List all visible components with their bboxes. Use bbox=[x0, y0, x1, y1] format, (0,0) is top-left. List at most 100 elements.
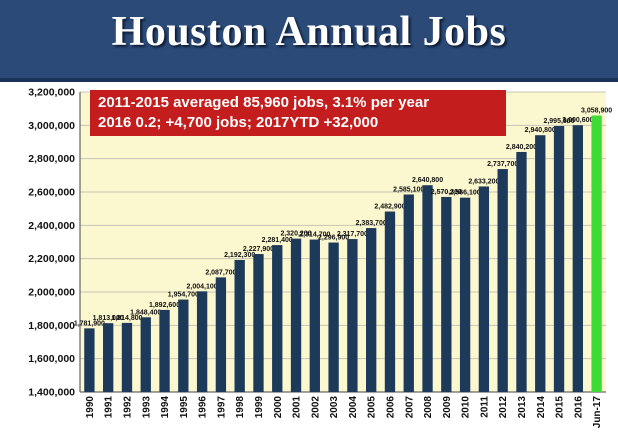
data-label: 2,570,300 bbox=[431, 189, 462, 196]
data-label: 3,058,900 bbox=[581, 108, 612, 115]
bar bbox=[384, 211, 396, 392]
x-tick-label: 2015 bbox=[555, 396, 566, 419]
y-tick-label: 2,200,000 bbox=[28, 253, 75, 265]
bar bbox=[196, 291, 208, 392]
x-tick-label: 1996 bbox=[198, 396, 209, 419]
bar bbox=[178, 299, 189, 392]
x-tick-label: 2014 bbox=[536, 396, 547, 419]
y-tick-label: 3,000,000 bbox=[28, 120, 75, 132]
x-tick-label: 1997 bbox=[216, 396, 227, 419]
x-tick-label: 1993 bbox=[141, 396, 152, 419]
x-tick-label: 2013 bbox=[517, 396, 528, 419]
x-tick-label: 2011 bbox=[479, 396, 490, 418]
bar bbox=[441, 196, 452, 392]
bar bbox=[535, 135, 546, 392]
bar bbox=[159, 309, 170, 392]
x-tick-label: 2002 bbox=[310, 396, 321, 419]
data-label: 2,317,700 bbox=[337, 231, 368, 238]
bar bbox=[422, 185, 433, 392]
x-tick-label: 2006 bbox=[385, 396, 396, 419]
data-label: 2,585,100 bbox=[393, 186, 424, 193]
x-tick-label: 2012 bbox=[498, 396, 509, 419]
bar bbox=[121, 322, 133, 392]
data-label: 1,954,700 bbox=[168, 292, 199, 299]
x-tick-label: 2010 bbox=[461, 396, 472, 419]
x-tick-label: Jun-17 bbox=[592, 396, 603, 429]
x-tick-label: 2005 bbox=[367, 396, 378, 419]
data-label: 3,000,600 bbox=[562, 117, 593, 124]
annotation-box: 2011-2015 averaged 85,960 jobs, 3.1% per… bbox=[90, 90, 506, 136]
chart-title: Houston Annual Jobs bbox=[111, 9, 507, 55]
y-tick-label: 2,000,000 bbox=[28, 287, 75, 299]
data-label: 2,281,400 bbox=[262, 237, 293, 244]
data-label: 2,227,900 bbox=[243, 246, 274, 253]
data-label: 2,940,800 bbox=[525, 127, 556, 134]
y-tick-label: 2,800,000 bbox=[28, 153, 75, 165]
bar bbox=[516, 151, 527, 392]
bar bbox=[84, 328, 95, 392]
data-label: 1,848,400 bbox=[130, 309, 161, 316]
data-label: 2,296,900 bbox=[318, 235, 349, 242]
bar bbox=[103, 323, 114, 392]
bar bbox=[591, 115, 602, 393]
bar bbox=[309, 239, 320, 392]
y-tick-label: 1,400,000 bbox=[28, 387, 75, 399]
x-tick-label: 1999 bbox=[254, 396, 265, 419]
bar bbox=[347, 239, 358, 392]
data-label: 1,781,900 bbox=[74, 320, 105, 327]
bar bbox=[272, 245, 283, 392]
data-label: 2,383,700 bbox=[356, 220, 387, 227]
annotation-line-2: 2016 0.2; +4,700 jobs; 2017YTD +32,000 bbox=[98, 114, 379, 131]
x-tick-label: 2001 bbox=[292, 396, 303, 419]
x-tick-label: 1995 bbox=[179, 396, 190, 419]
data-label: 1,892,600 bbox=[149, 302, 180, 309]
bar bbox=[328, 242, 339, 392]
bar bbox=[290, 238, 302, 392]
data-label: 1,814,800 bbox=[111, 315, 142, 322]
y-tick-label: 1,600,000 bbox=[28, 353, 75, 365]
x-tick-label: 1994 bbox=[160, 396, 171, 419]
bar bbox=[459, 197, 471, 392]
data-label: 2,633,200 bbox=[468, 178, 499, 185]
data-label: 2,995,900 bbox=[543, 118, 574, 125]
x-tick-label: 1998 bbox=[235, 396, 246, 419]
data-label: 2,566,100 bbox=[450, 190, 481, 197]
bar bbox=[253, 254, 264, 392]
x-tick-label: 2004 bbox=[348, 396, 359, 419]
y-tick-label: 2,400,000 bbox=[28, 220, 75, 232]
annotation-line-1: 2011-2015 averaged 85,960 jobs, 3.1% per… bbox=[98, 94, 430, 111]
plot-area bbox=[80, 92, 606, 392]
x-tick-label: 2003 bbox=[329, 396, 340, 419]
data-label: 2,314,700 bbox=[299, 232, 330, 239]
bar bbox=[553, 126, 565, 393]
data-label: 2,087,700 bbox=[205, 269, 236, 276]
y-tick-label: 2,600,000 bbox=[28, 187, 75, 199]
bar bbox=[140, 317, 151, 392]
data-label: 2,840,200 bbox=[506, 144, 537, 151]
data-label: 2,192,300 bbox=[224, 252, 255, 259]
data-label: 2,320,200 bbox=[280, 231, 311, 238]
x-tick-label: 1990 bbox=[85, 396, 96, 419]
x-tick-label: 2009 bbox=[442, 396, 453, 419]
x-tick-label: 1992 bbox=[122, 396, 133, 419]
x-tick-label: 2007 bbox=[404, 396, 415, 419]
bar bbox=[215, 277, 227, 392]
bar bbox=[366, 228, 377, 392]
data-label: 2,482,900 bbox=[374, 204, 405, 211]
data-label: 2,737,700 bbox=[487, 161, 518, 168]
data-label: 1,813,000 bbox=[93, 315, 124, 322]
y-tick-label: 3,200,000 bbox=[28, 87, 75, 99]
x-tick-label: 2000 bbox=[273, 396, 284, 419]
bar bbox=[497, 169, 508, 392]
x-tick-label: 1991 bbox=[104, 396, 115, 419]
bar bbox=[403, 194, 414, 392]
bar bbox=[572, 125, 583, 392]
bar bbox=[478, 186, 490, 392]
bar bbox=[234, 259, 245, 392]
x-tick-label: 2008 bbox=[423, 396, 434, 419]
x-tick-label: 2016 bbox=[573, 396, 584, 419]
title-banner: Houston Annual Jobs bbox=[0, 0, 618, 82]
data-label: 2,640,800 bbox=[412, 177, 443, 184]
